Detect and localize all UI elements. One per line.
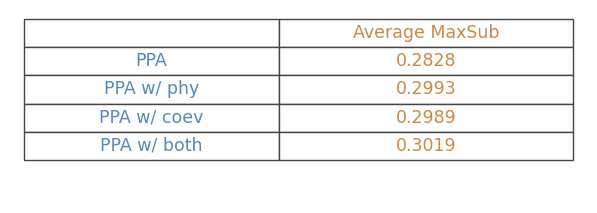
Bar [24, 19, 279, 47]
Text: 0.2993: 0.2993 [396, 81, 457, 98]
Bar [24, 47, 279, 75]
Bar [24, 104, 279, 132]
Text: PPA w/ phy: PPA w/ phy [104, 81, 199, 98]
Text: 0.2828: 0.2828 [396, 52, 457, 70]
Bar [24, 132, 279, 160]
Bar [279, 47, 573, 75]
Text: 0.3019: 0.3019 [396, 137, 457, 155]
Text: PPA: PPA [136, 52, 167, 70]
Text: PPA w/ coev: PPA w/ coev [99, 109, 204, 127]
Text: PPA w/ both: PPA w/ both [100, 137, 203, 155]
Bar [279, 19, 573, 47]
Text: 0.2989: 0.2989 [396, 109, 457, 127]
Bar [279, 132, 573, 160]
Text: Average MaxSub: Average MaxSub [353, 24, 500, 42]
Bar [279, 104, 573, 132]
Bar [279, 75, 573, 104]
Bar [24, 75, 279, 104]
